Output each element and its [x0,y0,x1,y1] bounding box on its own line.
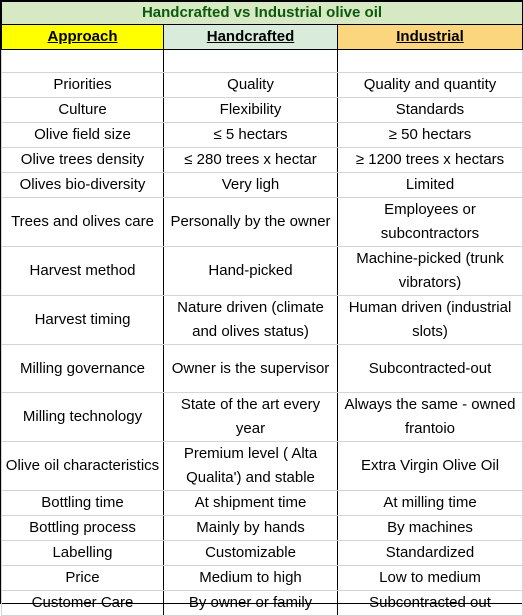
approach-cell: Olives bio-diversity [1,172,164,198]
table-row: Culture Flexibility Standards [1,97,523,123]
handcrafted-cell: Medium to high [163,565,338,591]
empty-cell [337,49,523,73]
header-industrial: Industrial [337,24,523,50]
table-row: Labelling Customizable Standardized [1,540,523,566]
handcrafted-cell: Very ligh [163,172,338,198]
approach-cell: Bottling process [1,515,164,541]
industrial-cell: By machines [337,515,523,541]
approach-cell: Milling governance [1,344,164,393]
header-row: Approach Handcrafted Industrial [1,24,523,50]
handcrafted-cell: Personally by the owner [163,197,338,247]
approach-cell: Harvest timing [1,295,164,345]
handcrafted-cell: Mainly by hands [163,515,338,541]
approach-cell: Olive oil characteristics [1,441,164,491]
industrial-cell: Subcontracted-out [337,344,523,393]
table-row: Olives bio-diversity Very ligh Limited [1,172,523,198]
spacer-row [1,49,523,73]
industrial-cell: Subcontracted out [337,590,523,616]
approach-cell: Harvest method [1,246,164,296]
table-row: Olive field size ≤ 5 hectars ≥ 50 hectars [1,122,523,148]
table-row: Price Medium to high Low to medium [1,565,523,591]
handcrafted-cell: Quality [163,72,338,98]
approach-cell: Culture [1,97,164,123]
approach-cell: Labelling [1,540,164,566]
empty-cell [163,49,338,73]
header-handcrafted: Handcrafted [163,24,338,50]
approach-cell: Bottling time [1,490,164,516]
industrial-cell: Always the same - owned frantoio [337,392,523,442]
industrial-cell: ≥ 1200 trees x hectars [337,147,523,173]
industrial-cell: Standards [337,97,523,123]
industrial-cell: ≥ 50 hectars [337,122,523,148]
table-row: Milling governance Owner is the superviso… [1,344,523,393]
industrial-cell: Employees or subcontractors [337,197,523,247]
industrial-cell: Machine-picked (trunk vibrators) [337,246,523,296]
title-row: Handcrafted vs Industrial olive oil [1,1,523,25]
header-approach: Approach [1,24,164,50]
industrial-cell: Limited [337,172,523,198]
empty-cell [1,49,164,73]
handcrafted-cell: By owner or family [163,590,338,616]
handcrafted-cell: Premium level ( Alta Qualita') and stabl… [163,441,338,491]
table-row: Customer Care By owner or family Subcontra… [1,590,523,616]
handcrafted-cell: ≤ 280 trees x hectar [163,147,338,173]
table-row: Trees and olives care Personally by the o… [1,197,523,247]
table-row: Bottling process Mainly by hands By machin… [1,515,523,541]
table-row: Harvest timing Nature driven (climate and… [1,295,523,345]
industrial-cell: Standardized [337,540,523,566]
approach-cell: Price [1,565,164,591]
table-row: Priorities Quality Quality and quantity [1,72,523,98]
approach-cell: Olive field size [1,122,164,148]
industrial-cell: Human driven (industrial slots) [337,295,523,345]
approach-cell: Customer Care [1,590,164,616]
handcrafted-cell: Flexibility [163,97,338,123]
industrial-cell: Quality and quantity [337,72,523,98]
approach-cell: Olive trees density [1,147,164,173]
handcrafted-cell: Customizable [163,540,338,566]
handcrafted-cell: Owner is the supervisor [163,344,338,393]
handcrafted-cell: At shipment time [163,490,338,516]
table-row: Bottling time At shipment time At milling … [1,490,523,516]
table-title: Handcrafted vs Industrial olive oil [1,1,523,25]
handcrafted-cell: Hand-picked [163,246,338,296]
approach-cell: Priorities [1,72,164,98]
approach-cell: Trees and olives care [1,197,164,247]
industrial-cell: Low to medium [337,565,523,591]
handcrafted-cell: ≤ 5 hectars [163,122,338,148]
industrial-cell: At milling time [337,490,523,516]
industrial-cell: Extra Virgin Olive Oil [337,441,523,491]
table-row: Milling technology State of the art every… [1,392,523,442]
handcrafted-cell: State of the art every year [163,392,338,442]
handcrafted-cell: Nature driven (climate and olives status… [163,295,338,345]
table-row: Harvest method Hand-picked Machine-picked … [1,246,523,296]
table-row: Olive trees density ≤ 280 trees x hectar ≥… [1,147,523,173]
approach-cell: Milling technology [1,392,164,442]
table-row: Olive oil characteristics Premium level (… [1,441,523,491]
